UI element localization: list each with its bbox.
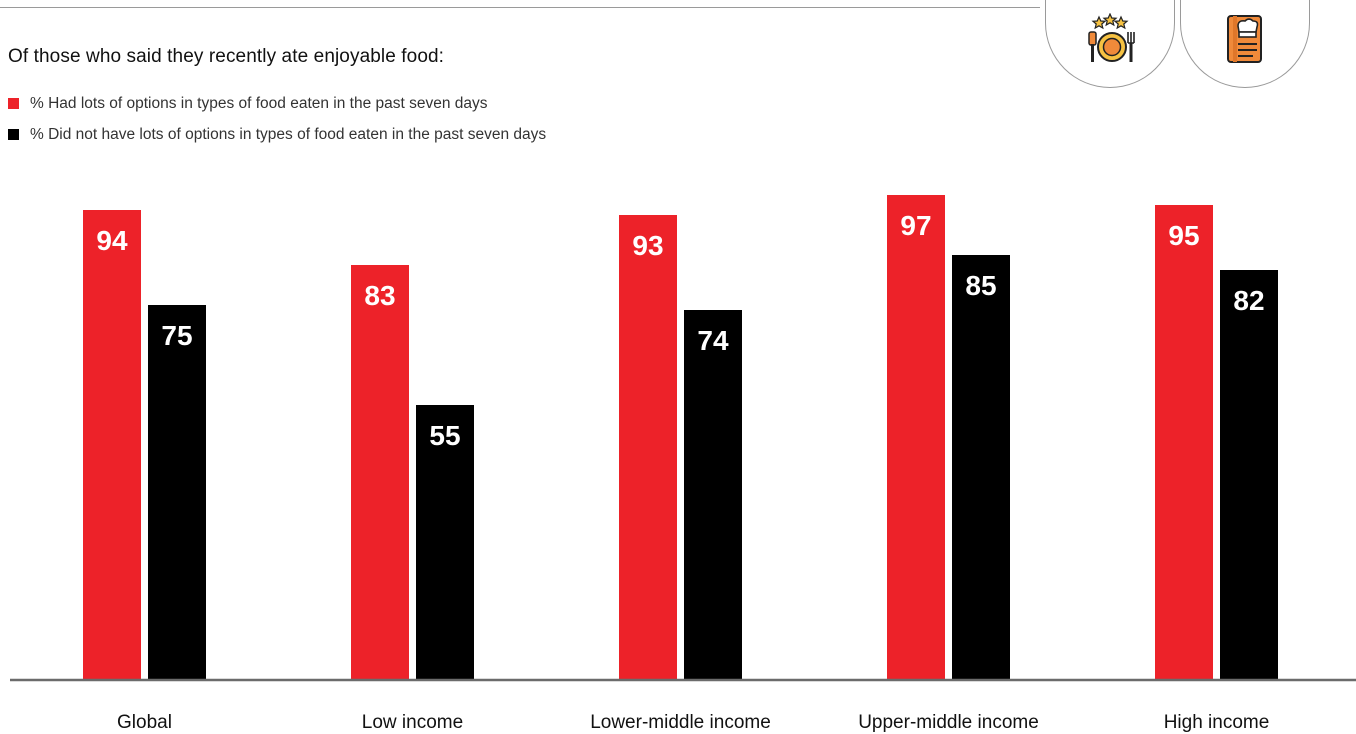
bar-no-options — [684, 310, 742, 680]
bar-value-label: 93 — [632, 230, 663, 261]
bar-no-options — [1220, 270, 1278, 680]
dining-plate-stars-icon — [1088, 12, 1135, 62]
x-axis-label: Global — [117, 712, 172, 733]
bar-value-label: 75 — [161, 320, 192, 351]
bar-value-label: 85 — [965, 270, 996, 301]
bar-had-options — [83, 210, 141, 680]
x-axis-label: Lower-middle income — [590, 712, 771, 733]
bar-no-options — [952, 255, 1010, 680]
recipe-book-chef-icon — [1227, 14, 1262, 63]
legend-swatch-black — [8, 129, 19, 140]
bar-had-options — [887, 195, 945, 680]
bar-value-label: 82 — [1233, 285, 1264, 316]
legend-swatch-red — [8, 98, 19, 109]
legend: % Had lots of options in types of food e… — [8, 92, 546, 154]
chart-subtitle: Of those who said they recently ate enjo… — [8, 46, 445, 67]
legend-item-no-options: % Did not have lots of options in types … — [8, 123, 546, 146]
top-divider — [0, 7, 1040, 8]
x-axis-label: Upper-middle income — [858, 712, 1039, 733]
x-axis-label: Low income — [362, 712, 463, 733]
x-axis-label: High income — [1164, 712, 1270, 733]
legend-label-no-options: % Did not have lots of options in types … — [30, 125, 547, 143]
bar-no-options — [416, 405, 474, 680]
bar-value-label: 83 — [364, 280, 395, 311]
bar-value-label: 74 — [697, 325, 729, 356]
legend-label-had-options: % Had lots of options in types of food e… — [30, 94, 488, 112]
bar-value-label: 97 — [900, 210, 931, 241]
bar-had-options — [1155, 205, 1213, 680]
bar-no-options — [148, 305, 206, 680]
bar-value-label: 94 — [96, 225, 128, 256]
bar-value-label: 55 — [429, 420, 460, 451]
bar-had-options — [351, 265, 409, 680]
bar-value-label: 95 — [1168, 220, 1199, 251]
bar-had-options — [619, 215, 677, 680]
legend-item-had-options: % Had lots of options in types of food e… — [8, 92, 546, 115]
